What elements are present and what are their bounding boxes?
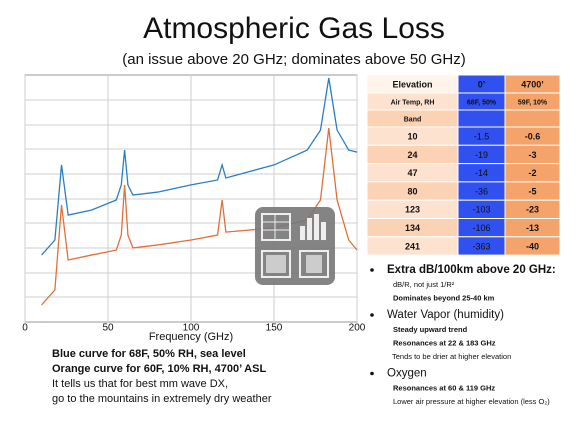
cell-text: 10 — [407, 132, 417, 142]
x-tick-label: 100 — [183, 323, 200, 334]
cell-text: 24 — [407, 150, 417, 160]
cell-text: 59F, 10% — [518, 99, 548, 106]
cell-text: 47 — [407, 168, 417, 178]
cell-text: -3 — [528, 150, 536, 160]
bullet-subtext: Dominates beyond 25-40 km — [393, 293, 495, 302]
cell-text: -13 — [526, 223, 539, 233]
series-line — [41, 128, 358, 306]
legend-entry: Blue curve for 68F, 50% RH, sea level — [52, 348, 246, 360]
cell-text: -1.5 — [474, 132, 490, 142]
bullet-text: Water Vapor (humidity) — [387, 309, 504, 321]
legend-entry: Orange curve for 60F, 10% RH, 4700’ ASL — [52, 363, 266, 375]
cell-text: -103 — [472, 205, 490, 215]
table: Elevation 0’ 4700’ Air Temp, RH 68F, 50% 59F,… — [366, 74, 561, 256]
slide-subtitle: (an issue above 20 GHz; dominates above … — [122, 51, 466, 68]
x-tick-label: 200 — [349, 323, 366, 334]
x-tick-label: 0 — [22, 323, 28, 334]
table-cell — [504, 109, 561, 128]
cell-text: -0.6 — [525, 132, 541, 142]
bullet-subtext: Tends to be drier at higher elevation — [392, 352, 511, 361]
cell-text: Band — [404, 116, 422, 123]
media-icons — [255, 207, 335, 285]
cell-text: -40 — [526, 241, 539, 251]
cell-text: 241 — [405, 241, 420, 251]
video-icon — [306, 255, 322, 273]
chart-icon — [321, 222, 326, 240]
cell-text: -36 — [475, 186, 488, 196]
x-tick-label: 50 — [102, 323, 114, 334]
picture-icon — [261, 250, 291, 278]
captions: Blue curve for 68F, 50% RH, sea level Ora… — [52, 348, 272, 405]
cell-text: Air Temp, RH — [391, 99, 435, 106]
cell-text: -5 — [528, 186, 536, 196]
cell-text: 123 — [405, 205, 420, 215]
table-cell — [504, 236, 561, 256]
cell-text: 4700’ — [521, 79, 544, 89]
bullet-subtext: Steady upward trend — [393, 325, 468, 334]
cell-text: 68F, 50% — [467, 99, 497, 106]
bullets: Extra dB/100km above 20 GHz: dB/R, not ju… — [370, 264, 556, 406]
picture-icon — [266, 255, 286, 273]
cell-text: -19 — [475, 150, 488, 160]
bullet-text: Oxygen — [387, 368, 427, 380]
chart-icon — [307, 218, 312, 240]
cell-text: Elevation — [392, 79, 432, 89]
bullet-subtext: Resonances at 22 & 183 GHz — [393, 338, 496, 347]
bullet-text: Extra dB/100km above 20 GHz: — [387, 264, 556, 276]
cell-text: -23 — [526, 205, 539, 215]
bullet-dot — [370, 313, 374, 317]
table-cell — [457, 109, 506, 128]
bullet-subtext: Resonances at 60 & 119 GHz — [393, 383, 495, 392]
note: It tells us that for best mm wave DX, — [52, 378, 228, 390]
icon-panel — [255, 207, 335, 285]
bullet-dot — [370, 268, 374, 272]
cell-text: -14 — [475, 168, 488, 178]
chart-icon — [300, 226, 305, 240]
cell-text: -106 — [472, 223, 490, 233]
note: go to the mountains in extremely dry wea… — [52, 393, 272, 405]
bullet-dot — [370, 371, 374, 376]
cell-text: -2 — [528, 168, 536, 178]
cell-text: 80 — [407, 186, 417, 196]
x-axis-label: Frequency (GHz) — [149, 331, 233, 343]
bullet-subtext: dB/R, not just 1/R² — [393, 280, 455, 289]
bullet-subtext: Lower air pressure at higher elevation (… — [393, 397, 550, 406]
chart-icon — [314, 214, 319, 240]
cell-text: -363 — [472, 241, 490, 251]
cell-text: 134 — [405, 223, 420, 233]
series-line — [41, 77, 358, 256]
cell-text: 0’ — [478, 79, 486, 89]
slide-title: Atmospheric Gas Loss — [143, 12, 445, 45]
x-tick-label: 150 — [266, 323, 283, 334]
video-icon — [299, 250, 329, 278]
table-icon — [261, 213, 291, 241]
